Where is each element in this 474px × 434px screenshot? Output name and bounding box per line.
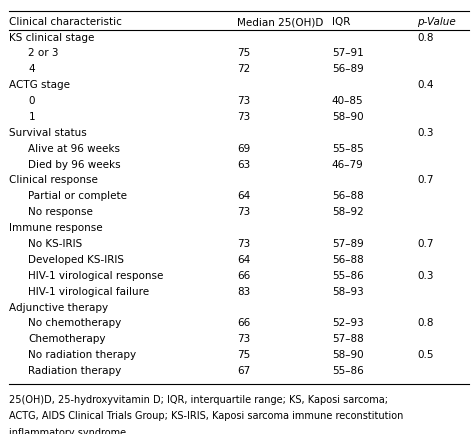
Text: 56–89: 56–89 [332, 64, 364, 74]
Text: 73: 73 [237, 96, 250, 106]
Text: 73: 73 [237, 334, 250, 344]
Text: 4: 4 [28, 64, 35, 74]
Text: KS clinical stage: KS clinical stage [9, 33, 95, 43]
Text: 72: 72 [237, 64, 250, 74]
Text: 40–85: 40–85 [332, 96, 364, 106]
Text: 0.4: 0.4 [417, 80, 434, 90]
Text: 66: 66 [237, 319, 250, 329]
Text: 73: 73 [237, 112, 250, 122]
Text: 69: 69 [237, 144, 250, 154]
Text: 83: 83 [237, 286, 250, 296]
Text: 0.3: 0.3 [417, 271, 434, 281]
Text: 64: 64 [237, 191, 250, 201]
Text: 55–85: 55–85 [332, 144, 364, 154]
Text: No chemotherapy: No chemotherapy [28, 319, 122, 329]
Text: 0.8: 0.8 [417, 319, 434, 329]
Text: 1: 1 [28, 112, 35, 122]
Text: Clinical response: Clinical response [9, 175, 99, 185]
Text: 56–88: 56–88 [332, 191, 364, 201]
Text: No KS-IRIS: No KS-IRIS [28, 239, 82, 249]
Text: 56–88: 56–88 [332, 255, 364, 265]
Text: HIV-1 virological failure: HIV-1 virological failure [28, 286, 150, 296]
Text: 0.7: 0.7 [417, 175, 434, 185]
Text: ACTG, AIDS Clinical Trials Group; KS-IRIS, Kaposi sarcoma immune reconstitution: ACTG, AIDS Clinical Trials Group; KS-IRI… [9, 411, 404, 421]
Text: 58–90: 58–90 [332, 112, 364, 122]
Text: 58–90: 58–90 [332, 350, 364, 360]
Text: ACTG stage: ACTG stage [9, 80, 71, 90]
Text: 57–91: 57–91 [332, 49, 364, 59]
Text: Clinical characteristic: Clinical characteristic [9, 17, 122, 27]
Text: Survival status: Survival status [9, 128, 87, 138]
Text: IQR: IQR [332, 17, 350, 27]
Text: 57–89: 57–89 [332, 239, 364, 249]
Text: Median 25(OH)D: Median 25(OH)D [237, 17, 323, 27]
Text: 66: 66 [237, 271, 250, 281]
Text: 0.8: 0.8 [417, 33, 434, 43]
Text: 2 or 3: 2 or 3 [28, 49, 59, 59]
Text: 0.3: 0.3 [417, 128, 434, 138]
Text: 73: 73 [237, 239, 250, 249]
Text: Chemotherapy: Chemotherapy [28, 334, 106, 344]
Text: 58–93: 58–93 [332, 286, 364, 296]
Text: Alive at 96 weeks: Alive at 96 weeks [28, 144, 120, 154]
Text: 55–86: 55–86 [332, 271, 364, 281]
Text: No response: No response [28, 207, 93, 217]
Text: 64: 64 [237, 255, 250, 265]
Text: p-Value: p-Value [417, 17, 456, 27]
Text: 63: 63 [237, 160, 250, 170]
Text: 58–92: 58–92 [332, 207, 364, 217]
Text: 25(OH)D, 25-hydroxyvitamin D; IQR, interquartile range; KS, Kaposi sarcoma;: 25(OH)D, 25-hydroxyvitamin D; IQR, inter… [9, 395, 389, 405]
Text: 0.5: 0.5 [417, 350, 434, 360]
Text: 67: 67 [237, 366, 250, 376]
Text: 55–86: 55–86 [332, 366, 364, 376]
Text: 0: 0 [28, 96, 35, 106]
Text: Radiation therapy: Radiation therapy [28, 366, 122, 376]
Text: 0.7: 0.7 [417, 239, 434, 249]
Text: HIV-1 virological response: HIV-1 virological response [28, 271, 164, 281]
Text: 52–93: 52–93 [332, 319, 364, 329]
Text: 46–79: 46–79 [332, 160, 364, 170]
Text: Partial or complete: Partial or complete [28, 191, 128, 201]
Text: 73: 73 [237, 207, 250, 217]
Text: Died by 96 weeks: Died by 96 weeks [28, 160, 121, 170]
Text: 75: 75 [237, 350, 250, 360]
Text: Developed KS-IRIS: Developed KS-IRIS [28, 255, 125, 265]
Text: 75: 75 [237, 49, 250, 59]
Text: 57–88: 57–88 [332, 334, 364, 344]
Text: inflammatory syndrome.: inflammatory syndrome. [9, 428, 129, 434]
Text: No radiation therapy: No radiation therapy [28, 350, 137, 360]
Text: Adjunctive therapy: Adjunctive therapy [9, 302, 109, 312]
Text: Immune response: Immune response [9, 223, 103, 233]
